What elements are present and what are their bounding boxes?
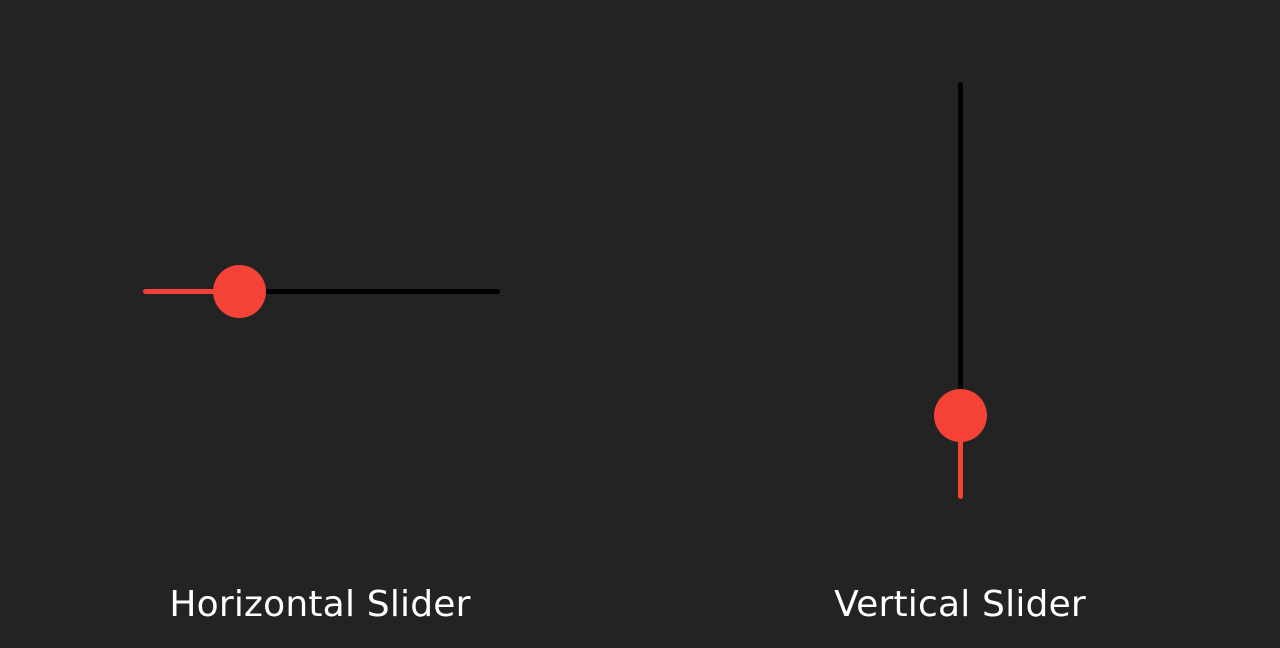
horizontal-slider-panel: Horizontal Slider [143,265,500,625]
vertical-slider-thumb[interactable] [934,389,987,443]
horizontal-slider-label: Horizontal Slider [169,584,471,625]
horizontal-slider-track[interactable] [143,289,500,294]
vertical-slider-fill[interactable] [958,415,963,499]
horizontal-slider-thumb[interactable] [212,265,266,318]
vertical-slider-label: Vertical Slider [834,584,1086,625]
vertical-slider-track[interactable] [958,82,963,499]
vertical-slider-panel: Vertical Slider [640,0,1280,648]
horizontal-slider-fill[interactable] [143,289,240,294]
